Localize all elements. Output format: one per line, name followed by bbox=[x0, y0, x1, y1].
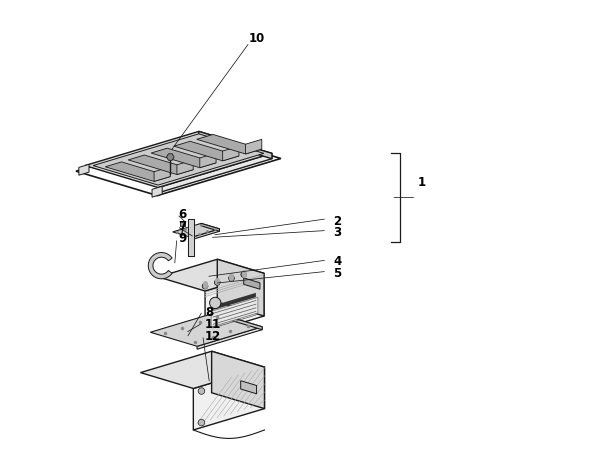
Polygon shape bbox=[159, 259, 264, 291]
Circle shape bbox=[202, 283, 208, 289]
Text: 9: 9 bbox=[178, 232, 187, 245]
Polygon shape bbox=[166, 154, 174, 160]
Polygon shape bbox=[211, 297, 258, 327]
Polygon shape bbox=[241, 381, 256, 394]
Text: 10: 10 bbox=[248, 32, 265, 45]
Circle shape bbox=[209, 297, 221, 309]
Polygon shape bbox=[223, 146, 239, 161]
Circle shape bbox=[229, 276, 234, 281]
Polygon shape bbox=[173, 223, 220, 238]
Polygon shape bbox=[197, 327, 262, 349]
Polygon shape bbox=[151, 148, 216, 168]
Circle shape bbox=[214, 280, 220, 285]
Text: 1: 1 bbox=[418, 176, 426, 189]
Text: 3: 3 bbox=[333, 226, 341, 239]
Text: 2: 2 bbox=[333, 215, 341, 228]
Polygon shape bbox=[177, 160, 193, 175]
Polygon shape bbox=[85, 132, 272, 188]
Polygon shape bbox=[158, 153, 272, 193]
Polygon shape bbox=[154, 167, 170, 181]
Polygon shape bbox=[193, 367, 264, 430]
Text: 12: 12 bbox=[205, 330, 222, 342]
Text: 8: 8 bbox=[205, 306, 214, 319]
Polygon shape bbox=[215, 313, 262, 330]
Polygon shape bbox=[105, 162, 170, 181]
Polygon shape bbox=[79, 164, 89, 175]
Polygon shape bbox=[180, 221, 185, 226]
Circle shape bbox=[198, 388, 205, 394]
Polygon shape bbox=[152, 186, 162, 197]
Polygon shape bbox=[128, 155, 193, 175]
Polygon shape bbox=[148, 253, 172, 279]
Polygon shape bbox=[191, 229, 220, 240]
Polygon shape bbox=[199, 132, 272, 159]
Polygon shape bbox=[212, 351, 264, 408]
Polygon shape bbox=[196, 134, 262, 154]
Polygon shape bbox=[205, 273, 264, 334]
Polygon shape bbox=[141, 351, 264, 389]
Circle shape bbox=[241, 272, 247, 277]
Polygon shape bbox=[200, 153, 216, 168]
Polygon shape bbox=[213, 293, 256, 310]
Polygon shape bbox=[245, 139, 262, 154]
Text: 4: 4 bbox=[333, 256, 341, 268]
Text: 6: 6 bbox=[178, 209, 187, 221]
Circle shape bbox=[198, 419, 205, 426]
Text: 11: 11 bbox=[205, 318, 222, 331]
Text: 5: 5 bbox=[333, 266, 341, 280]
Polygon shape bbox=[151, 313, 262, 346]
Polygon shape bbox=[174, 141, 239, 161]
Polygon shape bbox=[201, 223, 220, 231]
Polygon shape bbox=[244, 278, 260, 289]
Text: 7: 7 bbox=[178, 220, 187, 233]
Polygon shape bbox=[93, 134, 264, 185]
Polygon shape bbox=[217, 259, 264, 316]
Polygon shape bbox=[188, 218, 194, 256]
